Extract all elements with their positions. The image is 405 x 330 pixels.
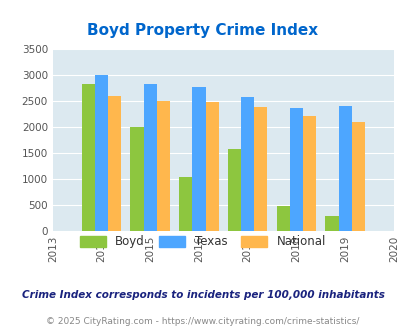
Text: Crime Index corresponds to incidents per 100,000 inhabitants: Crime Index corresponds to incidents per…: [21, 290, 384, 300]
Bar: [254, 107, 267, 231]
Bar: [276, 206, 289, 231]
Bar: [156, 101, 170, 231]
Bar: [205, 102, 218, 231]
Bar: [179, 177, 192, 231]
Bar: [324, 216, 338, 231]
Bar: [302, 116, 315, 231]
Bar: [289, 108, 302, 231]
Bar: [130, 127, 143, 231]
Text: Boyd Property Crime Index: Boyd Property Crime Index: [87, 23, 318, 38]
Bar: [227, 149, 241, 231]
Bar: [95, 75, 108, 231]
Legend: Boyd, Texas, National: Boyd, Texas, National: [75, 231, 330, 253]
Bar: [241, 97, 254, 231]
Bar: [351, 122, 364, 231]
Bar: [143, 84, 156, 231]
Bar: [81, 84, 95, 231]
Text: © 2025 CityRating.com - https://www.cityrating.com/crime-statistics/: © 2025 CityRating.com - https://www.city…: [46, 317, 359, 326]
Bar: [108, 96, 121, 231]
Bar: [338, 106, 351, 231]
Bar: [192, 87, 205, 231]
